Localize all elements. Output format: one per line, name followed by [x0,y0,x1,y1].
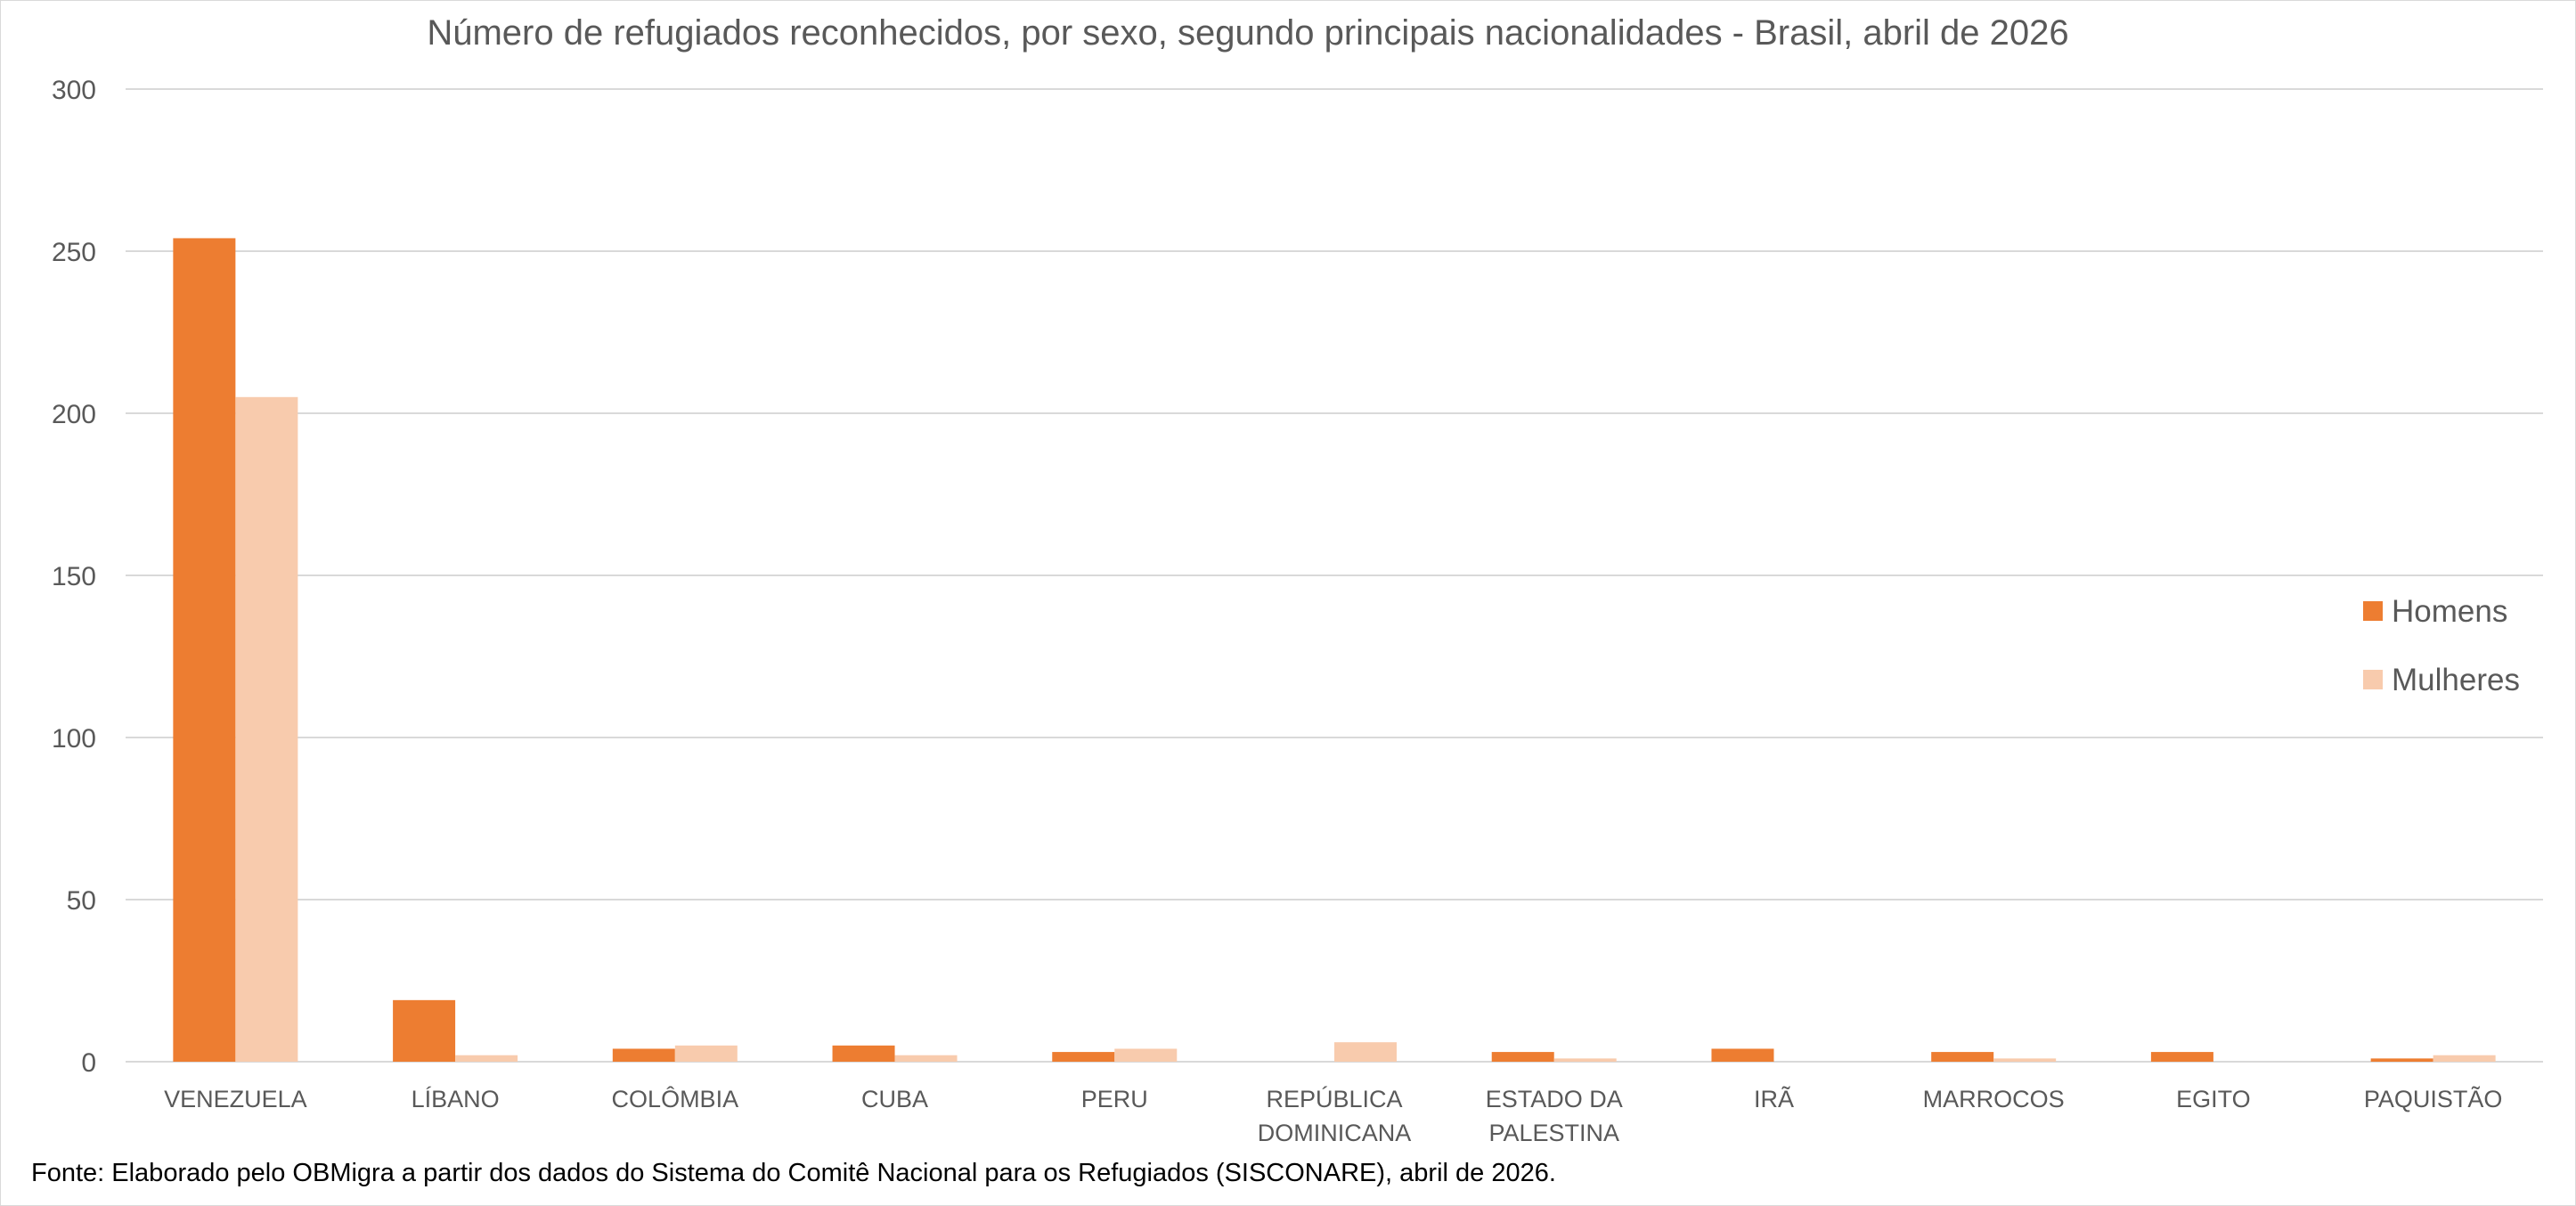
y-tick-label: 150 [52,562,96,591]
bar-homens [1711,1048,1774,1062]
x-tick-label: REPÚBLICA DOMINICANA [1258,1085,1412,1146]
x-tick-label: EGITO [2176,1086,2251,1112]
bar-mulheres [1993,1058,2057,1062]
bar-homens [612,1048,675,1062]
bar-homens [2370,1058,2433,1062]
bar-mulheres [894,1055,958,1062]
x-tick-label: MARROCOS [1923,1086,2065,1112]
x-tick-label: IRÃ [1754,1085,1794,1112]
bar-homens [393,999,456,1062]
y-tick-label: 300 [52,76,96,105]
x-tick-label: COLÔMBIA [612,1085,739,1112]
bars [173,238,2496,1062]
x-tick-label: VENEZUELA [164,1086,307,1112]
source-footnote: Fonte: Elaborado pelo OBMigra a partir d… [31,1159,1556,1187]
legend-label-homens: Homens [2392,594,2507,629]
y-tick-label: 100 [52,724,96,754]
legend-swatch-mulheres [2363,670,2383,689]
y-tick-label: 50 [67,886,96,916]
legend-swatch-homens [2363,601,2383,621]
x-tick-label: CUBA [861,1086,928,1112]
bar-mulheres [2433,1055,2496,1062]
bar-mulheres [455,1055,518,1062]
y-tick-label: 200 [52,400,96,429]
bar-mulheres [235,396,298,1062]
bar-homens [1052,1052,1115,1062]
bar-homens [173,238,236,1062]
y-axis-ticks: 0 50 100 150 200 250 300 [52,76,96,1078]
x-tick-label: LÍBANO [412,1086,500,1112]
x-tick-label: PERU [1081,1086,1148,1112]
x-tick-label: ESTADO DA PALESTINA [1486,1086,1623,1146]
bar-homens [832,1045,895,1062]
bar-mulheres [1553,1058,1617,1062]
gridlines [126,88,2543,1063]
chart-title: Número de refugiados reconhecidos, por s… [427,13,2068,53]
x-tick-label: PAQUISTÃO [2364,1085,2503,1112]
y-tick-label: 0 [81,1048,96,1078]
bar-mulheres [1114,1048,1178,1062]
x-axis-labels: VENEZUELA LÍBANO COLÔMBIA CUBA PERU REPÚBLICA… [164,1085,2502,1146]
bar-mulheres [1334,1042,1397,1062]
bar-homens [1931,1052,1994,1062]
legend-label-mulheres: Mulheres [2392,663,2520,697]
bar-homens [2150,1052,2213,1062]
bar-homens [1491,1052,1554,1062]
legend: Homens Mulheres [2363,594,2520,697]
y-tick-label: 250 [52,238,96,267]
bar-mulheres [674,1045,738,1062]
